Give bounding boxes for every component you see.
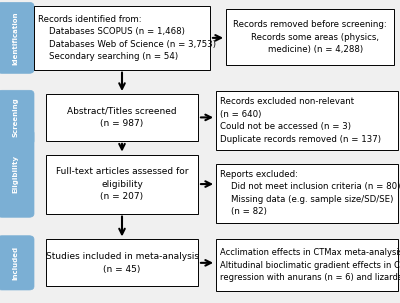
- FancyBboxPatch shape: [0, 90, 34, 145]
- FancyBboxPatch shape: [46, 94, 198, 141]
- FancyBboxPatch shape: [46, 239, 198, 286]
- Text: Included: Included: [12, 246, 19, 280]
- FancyBboxPatch shape: [0, 130, 34, 217]
- Text: Abstract/Titles screened
(n = 987): Abstract/Titles screened (n = 987): [67, 107, 177, 128]
- FancyBboxPatch shape: [216, 239, 398, 291]
- Text: Screening: Screening: [12, 98, 19, 137]
- Text: Full-text articles assessed for
eligibility
(n = 207): Full-text articles assessed for eligibil…: [56, 167, 188, 201]
- Text: Records removed before screening:
    Records some areas (physics,
    medicine): Records removed before screening: Record…: [233, 20, 387, 54]
- FancyBboxPatch shape: [0, 2, 34, 73]
- Text: Acclimation effects in CTMax meta-analysis (n = 27)
Altitudinal bioclimatic grad: Acclimation effects in CTMax meta-analys…: [220, 248, 400, 282]
- Text: Reports excluded:
    Did not meet inclusion criteria (n = 80)
    Missing data : Reports excluded: Did not meet inclusion…: [220, 170, 400, 216]
- FancyBboxPatch shape: [34, 6, 210, 70]
- FancyBboxPatch shape: [216, 91, 398, 150]
- Text: Records identified from:
    Databases SCOPUS (n = 1,468)
    Databases Web of S: Records identified from: Databases SCOPU…: [38, 15, 216, 61]
- Text: Identification: Identification: [12, 11, 19, 65]
- FancyBboxPatch shape: [46, 155, 198, 214]
- Text: Records excluded non-relevant
(n = 640)
Could not be accessed (n = 3)
Duplicate : Records excluded non-relevant (n = 640) …: [220, 97, 381, 144]
- FancyBboxPatch shape: [226, 9, 394, 65]
- FancyBboxPatch shape: [0, 236, 34, 290]
- FancyBboxPatch shape: [216, 164, 398, 223]
- Text: Studies included in meta-analysis
(n = 45): Studies included in meta-analysis (n = 4…: [46, 252, 198, 274]
- Text: Eligibility: Eligibility: [12, 155, 19, 192]
